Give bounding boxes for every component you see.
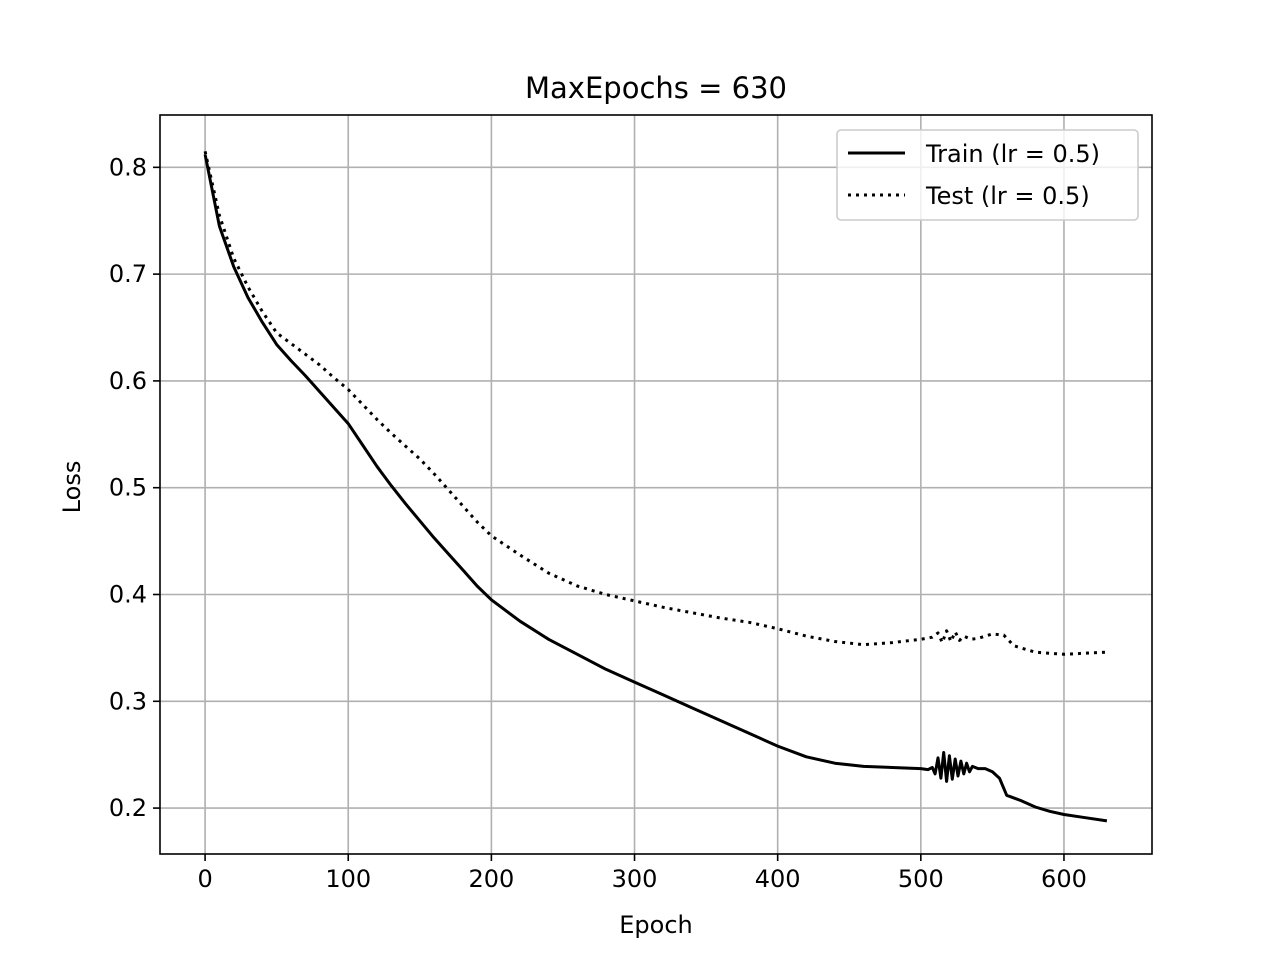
- legend-train-label: Train (lr = 0.5): [925, 140, 1100, 168]
- legend: Train (lr = 0.5) Test (lr = 0.5): [836, 129, 1139, 221]
- y-tick-label: 0.3: [109, 687, 147, 715]
- y-tick-label: 0.7: [109, 260, 147, 288]
- y-tick-label: 0.8: [109, 153, 147, 181]
- x-tick-label: 400: [755, 865, 801, 893]
- legend-box: [836, 129, 1139, 221]
- x-tick-label: 200: [468, 865, 514, 893]
- train-loss-line: [203, 154, 1108, 823]
- y-axis-label: Loss: [58, 461, 86, 514]
- x-tick-label: 300: [612, 865, 658, 893]
- plot-frame: [159, 114, 1153, 855]
- test-loss-line: [203, 150, 1107, 656]
- y-tick-label: 0.2: [109, 794, 147, 822]
- chart-title: MaxEpochs = 630: [525, 71, 787, 105]
- x-axis-label: Epoch: [619, 911, 693, 939]
- x-tick-label: 600: [1041, 865, 1087, 893]
- series-lines: [203, 150, 1108, 823]
- y-tick-label: 0.6: [109, 367, 147, 395]
- legend-test-label: Test (lr = 0.5): [925, 182, 1090, 210]
- y-tick-label: 0.5: [109, 474, 147, 502]
- grid-lines: [160, 115, 1152, 854]
- x-tick-label: 100: [325, 865, 371, 893]
- axis-ticks: 0 100 200 300 400 500 600 0.2 0.3 0.4 0.5 0.6 0.7 0.8: [109, 153, 1087, 893]
- y-tick-label: 0.4: [109, 580, 147, 608]
- x-tick-label: 0: [197, 865, 212, 893]
- x-tick-label: 500: [898, 865, 944, 893]
